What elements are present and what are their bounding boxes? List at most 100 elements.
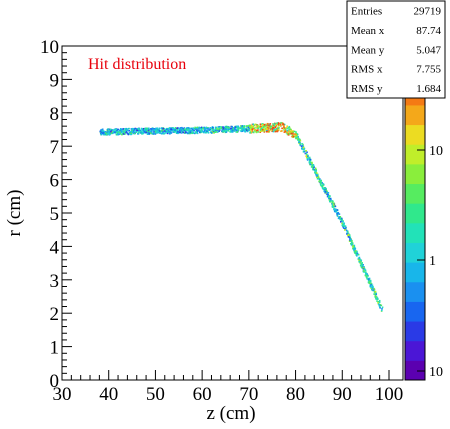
x-tick-label: 30 bbox=[53, 384, 72, 405]
hit-point bbox=[272, 124, 275, 127]
hit-point bbox=[156, 132, 158, 134]
hit-point bbox=[146, 128, 149, 130]
hit-point bbox=[305, 156, 308, 159]
hit-point bbox=[172, 127, 175, 130]
hit-point bbox=[359, 259, 361, 261]
hit-point bbox=[363, 270, 365, 272]
hit-point bbox=[249, 128, 252, 130]
hit-point bbox=[261, 129, 264, 132]
hit-point bbox=[283, 128, 285, 131]
hit-point bbox=[273, 123, 276, 125]
hit-point bbox=[352, 246, 354, 248]
stats-label: Mean y bbox=[351, 44, 385, 56]
hit-point bbox=[299, 139, 302, 142]
colorbar-tick-label: 10 bbox=[429, 365, 443, 380]
hit-point bbox=[153, 128, 156, 131]
hit-point bbox=[329, 197, 331, 200]
hit-point bbox=[303, 148, 305, 151]
hit-point bbox=[121, 129, 124, 132]
hit-point bbox=[356, 250, 358, 253]
hit-point bbox=[243, 128, 246, 130]
hit-point bbox=[353, 246, 356, 248]
hit-point bbox=[132, 129, 135, 132]
hit-point bbox=[135, 128, 138, 130]
hit-point bbox=[136, 129, 138, 132]
colorbar-segment bbox=[405, 144, 425, 165]
colorbar-segment bbox=[405, 340, 425, 361]
hit-point bbox=[286, 125, 288, 127]
hit-point bbox=[215, 126, 218, 129]
hit-point bbox=[321, 185, 323, 187]
hit-point bbox=[177, 131, 179, 133]
hit-point bbox=[357, 258, 360, 261]
hit-point bbox=[190, 127, 193, 130]
hit-point bbox=[178, 127, 181, 130]
hit-point bbox=[284, 130, 287, 133]
hit-point bbox=[237, 129, 240, 131]
hit-point bbox=[276, 129, 278, 132]
hit-point bbox=[236, 125, 239, 128]
hit-point bbox=[327, 197, 330, 200]
hit-point bbox=[249, 129, 252, 131]
hit-point bbox=[185, 131, 188, 133]
hit-point bbox=[104, 132, 106, 135]
hit-point bbox=[252, 125, 255, 128]
x-axis-ticks: 30 40 50 60 70 80 90 100 bbox=[53, 370, 403, 405]
hit-point bbox=[370, 284, 373, 286]
hit-point bbox=[370, 282, 372, 285]
stats-box: Entries 29719 Mean x 87.74 Mean y 5.047 RMS x 7… bbox=[346, 0, 446, 99]
hit-point bbox=[268, 130, 271, 133]
hit-point bbox=[239, 127, 242, 130]
hit-point bbox=[340, 221, 342, 223]
hit-point bbox=[354, 247, 357, 250]
hit-point bbox=[201, 130, 204, 132]
chart-title: Hit distribution bbox=[88, 56, 186, 73]
hit-point bbox=[206, 128, 209, 130]
hit-point bbox=[306, 159, 309, 161]
hit-point bbox=[263, 128, 266, 130]
hit-point bbox=[251, 128, 253, 131]
hit-point bbox=[241, 126, 244, 129]
hit-point bbox=[133, 131, 136, 134]
hit-point bbox=[360, 260, 362, 263]
hit-point bbox=[344, 225, 347, 227]
hit-point bbox=[343, 225, 345, 227]
hit-point bbox=[301, 145, 304, 147]
hit-point bbox=[131, 131, 134, 134]
hit-point bbox=[259, 123, 262, 126]
hit-point bbox=[223, 126, 226, 129]
hit-point bbox=[206, 130, 208, 133]
hit-point bbox=[240, 129, 243, 131]
hit-point bbox=[307, 156, 309, 159]
hit-point bbox=[281, 122, 284, 125]
colorbar-segment bbox=[405, 301, 425, 322]
hit-point bbox=[250, 124, 253, 127]
hit-point bbox=[244, 130, 246, 132]
hit-point bbox=[108, 133, 111, 135]
hit-point bbox=[290, 130, 293, 132]
hit-point bbox=[312, 168, 314, 171]
hit-point bbox=[277, 128, 280, 131]
hit-point bbox=[300, 145, 303, 147]
hit-point bbox=[198, 128, 200, 130]
hit-point bbox=[298, 137, 300, 140]
hit-point bbox=[253, 127, 256, 129]
hit-point bbox=[162, 128, 165, 131]
hit-point bbox=[195, 132, 197, 134]
hit-point bbox=[179, 127, 182, 129]
hit-point bbox=[242, 128, 245, 130]
hit-point bbox=[141, 133, 143, 135]
hit-point bbox=[189, 131, 192, 133]
hit-point bbox=[370, 286, 373, 288]
hit-point bbox=[319, 183, 322, 185]
hit-point bbox=[288, 132, 291, 135]
hit-point bbox=[302, 151, 305, 153]
hit-point bbox=[325, 189, 327, 192]
hit-point bbox=[325, 192, 328, 194]
hit-point bbox=[336, 209, 339, 211]
hit-point bbox=[194, 127, 197, 130]
hit-point bbox=[222, 127, 225, 130]
hit-point bbox=[254, 130, 257, 132]
hit-point bbox=[304, 152, 307, 155]
hit-point bbox=[311, 166, 314, 169]
